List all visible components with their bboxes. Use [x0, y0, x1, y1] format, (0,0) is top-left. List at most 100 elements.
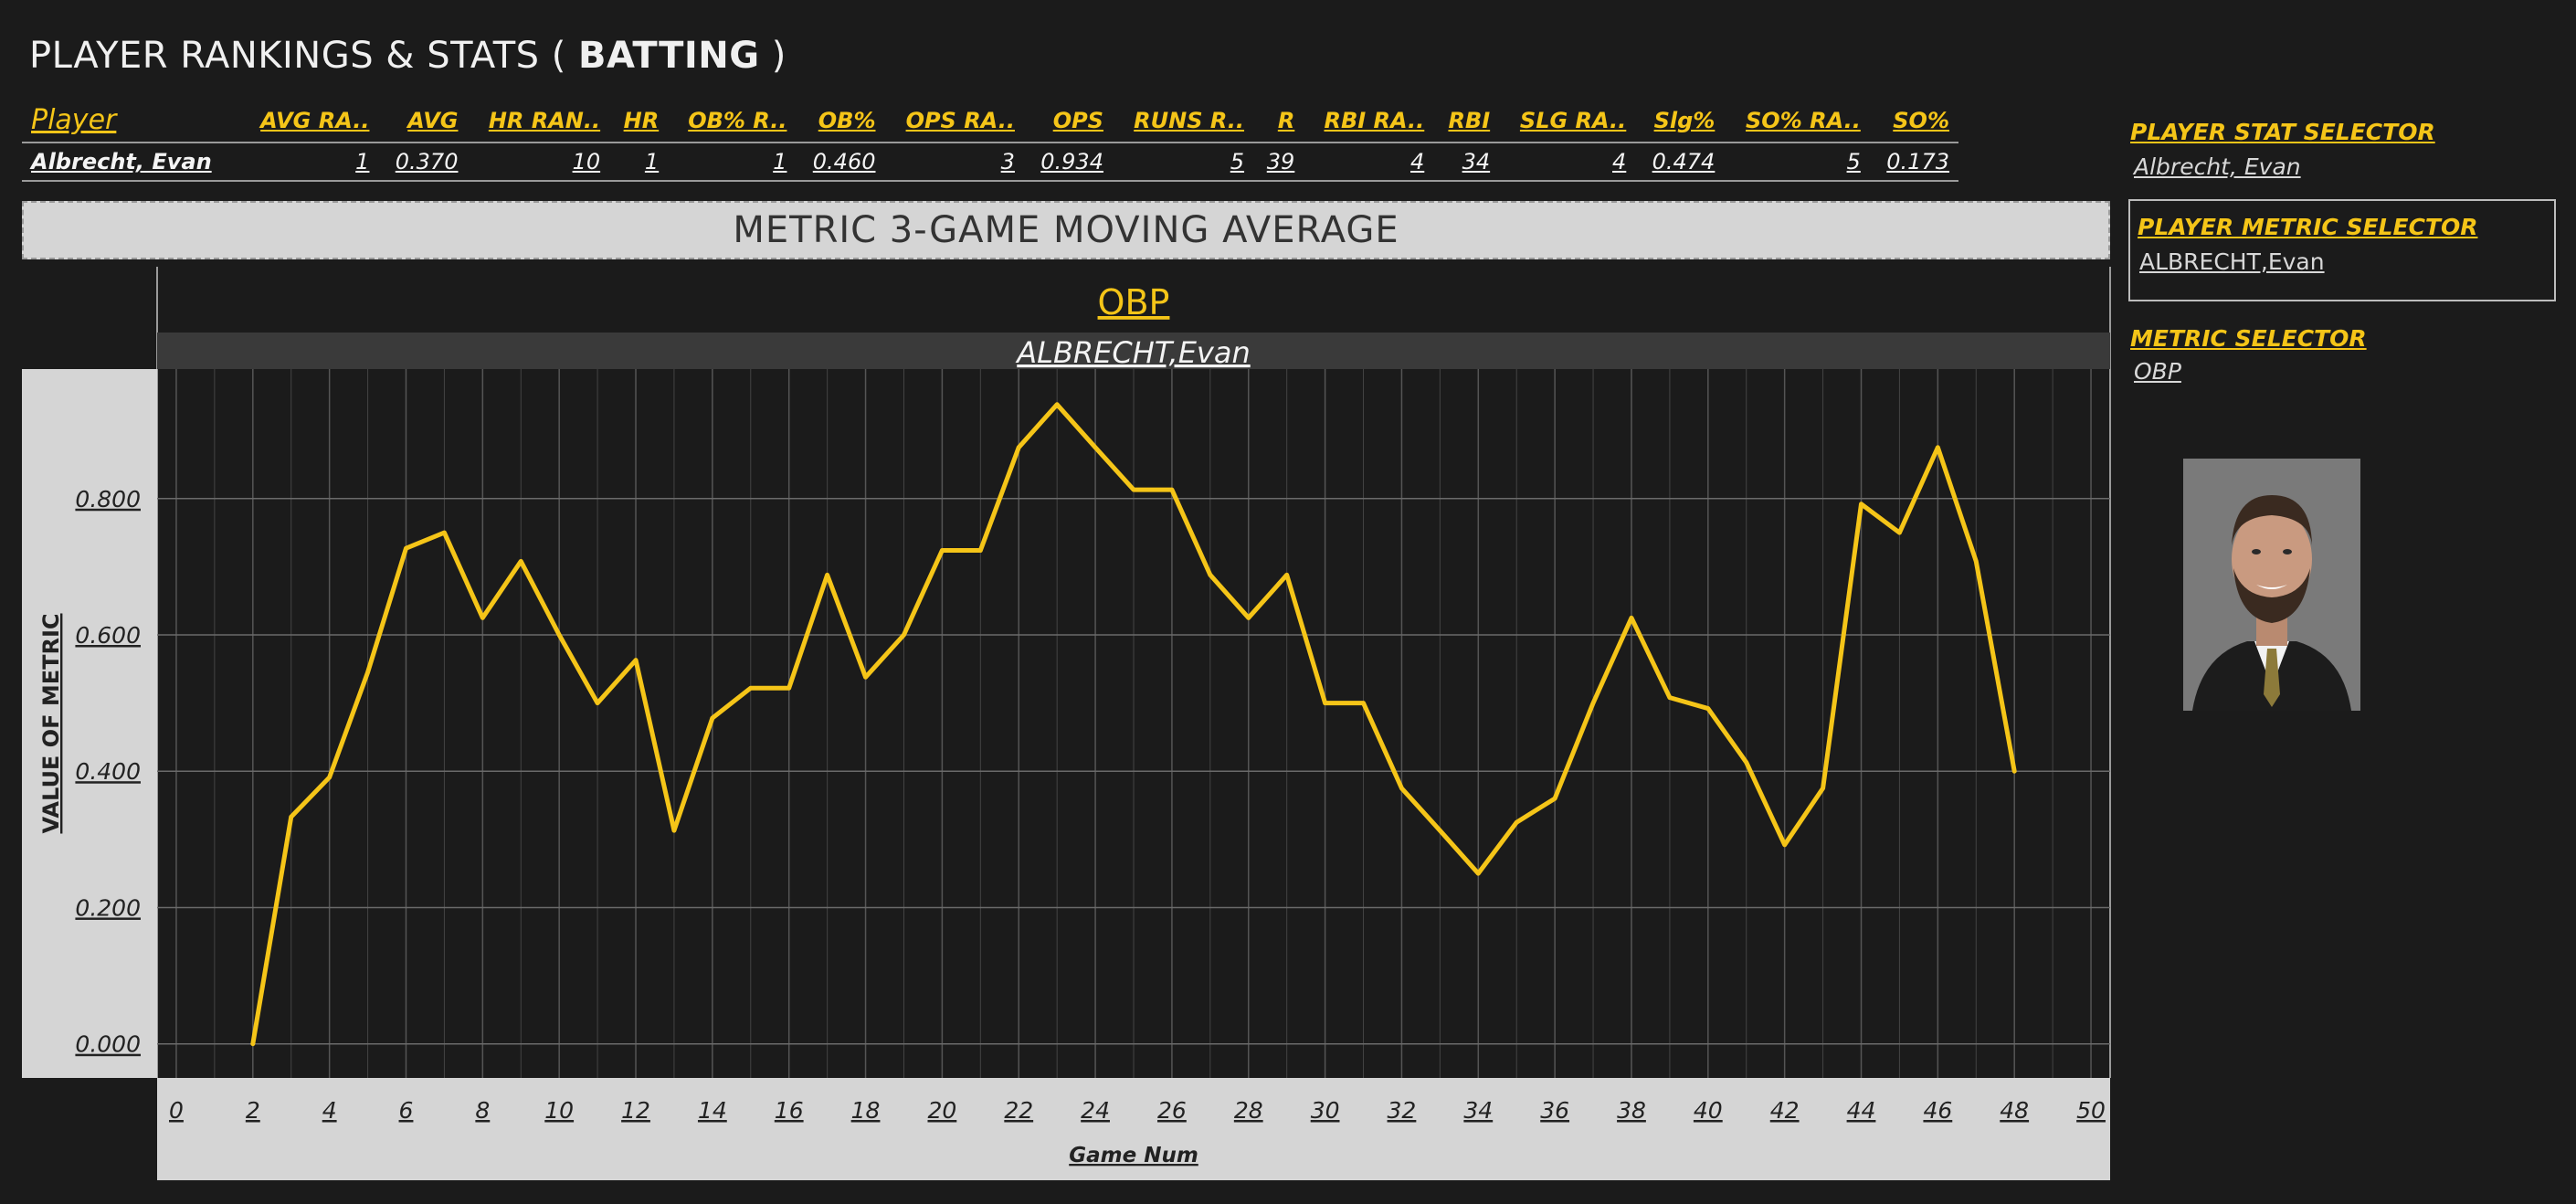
table-cell[interactable]: 0.460 [796, 143, 885, 182]
data-point [1399, 786, 1404, 791]
y-tick-label: 0.000 [75, 1031, 141, 1058]
data-point [671, 828, 677, 833]
col-header-avg-ra[interactable]: AVG RA.. [239, 100, 379, 143]
player-metric-selector-box[interactable] [2128, 199, 2556, 301]
table-cell[interactable]: 1 [239, 143, 379, 182]
y-tick-label: 0.200 [75, 894, 141, 921]
data-point [518, 558, 523, 564]
col-header-r[interactable]: R [1253, 100, 1304, 143]
col-header-so-ra[interactable]: SO% RA.. [1724, 100, 1870, 143]
data-point [1131, 487, 1136, 492]
data-point [863, 674, 869, 680]
y-axis-label: VALUE OF METRIC [38, 613, 64, 833]
player-stat-selector-value[interactable]: Albrecht, Evan [2134, 153, 2301, 180]
col-header-rbi[interactable]: RBI [1433, 100, 1500, 143]
data-point [441, 530, 447, 535]
data-point [1629, 615, 1634, 620]
data-point [1782, 842, 1788, 848]
data-point [1323, 701, 1328, 706]
col-header-ob-r[interactable]: OB% R.. [668, 100, 797, 143]
col-header-hr-ran[interactable]: HR RAN.. [467, 100, 610, 143]
x-tick-label: 6 [399, 1097, 414, 1124]
x-tick-label: 42 [1770, 1097, 1800, 1124]
data-point [289, 814, 294, 819]
player-stat-selector-label: PLAYER STAT SELECTOR [2130, 119, 2435, 145]
data-point [1437, 828, 1442, 833]
data-point [1246, 615, 1251, 620]
table-cell[interactable]: 0.173 [1869, 143, 1958, 182]
stats-table: Player AVG RA.. AVG HR RAN.. HR OB% R.. OB% OPS… [22, 100, 1958, 182]
table-cell[interactable]: 5 [1112, 143, 1254, 182]
data-point [1590, 701, 1596, 706]
player-photo [2183, 459, 2360, 711]
data-point [710, 715, 715, 721]
table-cell[interactable]: 0.370 [378, 143, 468, 182]
data-point [327, 775, 333, 780]
col-header-player[interactable]: Player [22, 100, 240, 143]
table-cell[interactable]: 4 [1499, 143, 1636, 182]
x-tick-label: 28 [1234, 1097, 1263, 1124]
data-point [939, 547, 945, 553]
x-tick-label: 30 [1311, 1097, 1340, 1124]
col-header-slg[interactable]: Slg% [1635, 100, 1725, 143]
x-tick-label: 32 [1388, 1097, 1417, 1124]
col-header-ob[interactable]: OB% [796, 100, 885, 143]
player-metric-selector-value[interactable]: ALBRECHT,Evan [2139, 248, 2325, 275]
data-point [901, 632, 906, 638]
obp-series-line [250, 402, 2017, 1047]
y-tick-label: 0.600 [75, 622, 141, 649]
x-tick-label: 34 [1463, 1097, 1493, 1124]
data-point [1361, 701, 1367, 706]
x-tick-label: 0 [169, 1097, 184, 1124]
x-tick-label: 44 [1847, 1097, 1876, 1124]
table-cell[interactable]: 39 [1253, 143, 1304, 182]
x-tick-label: 20 [927, 1097, 956, 1124]
data-point [1935, 445, 1940, 450]
col-header-so[interactable]: SO% [1869, 100, 1958, 143]
table-cell[interactable]: 0.934 [1023, 143, 1113, 182]
subtitle-band [157, 333, 2110, 369]
data-point [1093, 445, 1098, 450]
col-header-ops-ra[interactable]: OPS RA.. [884, 100, 1024, 143]
x-axis-label: Game Num [1069, 1144, 1198, 1167]
x-tick-label: 2 [246, 1097, 260, 1124]
x-tick-label: 16 [775, 1097, 804, 1124]
table-cell[interactable]: 4 [1304, 143, 1434, 182]
data-point [1667, 695, 1673, 701]
table-cell[interactable]: 10 [467, 143, 610, 182]
col-header-slg-ra[interactable]: SLG RA.. [1499, 100, 1636, 143]
y-tick-label: 0.800 [75, 486, 141, 512]
col-header-ops[interactable]: OPS [1023, 100, 1113, 143]
col-header-runs-r[interactable]: RUNS R.. [1112, 100, 1254, 143]
col-header-hr[interactable]: HR [609, 100, 669, 143]
page-title: PLAYER RANKINGS & STATS ( BATTING ) [29, 35, 787, 77]
data-point [1744, 760, 1749, 766]
x-tick-label: 24 [1081, 1097, 1110, 1124]
data-point [1054, 402, 1060, 407]
col-header-avg[interactable]: AVG [378, 100, 468, 143]
table-cell[interactable]: 34 [1433, 143, 1500, 182]
col-header-rbi-ra[interactable]: RBI RA.. [1304, 100, 1434, 143]
table-cell[interactable]: Albrecht, Evan [22, 143, 240, 182]
data-point [480, 615, 485, 620]
table-cell[interactable]: 1 [668, 143, 797, 182]
x-tick-label: 8 [475, 1097, 490, 1124]
player-metric-selector-label: PLAYER METRIC SELECTOR [2138, 214, 2478, 240]
metric-selector-value[interactable]: OBP [2134, 358, 2181, 385]
data-point [1514, 819, 1519, 825]
table-cell[interactable]: 0.474 [1635, 143, 1725, 182]
data-point [403, 545, 408, 551]
table-cell[interactable]: 1 [609, 143, 669, 182]
table-cell[interactable]: 3 [884, 143, 1024, 182]
table-cell[interactable]: 5 [1724, 143, 1870, 182]
data-point [787, 685, 792, 691]
chart-subtitle: ALBRECHT,Evan [1015, 335, 1251, 370]
data-point [1859, 502, 1864, 507]
x-tick-label: 10 [544, 1097, 574, 1124]
x-tick-label: 48 [2000, 1097, 2029, 1124]
chart-banner: METRIC 3-GAME MOVING AVERAGE [22, 201, 2110, 259]
metric-selector-label: METRIC SELECTOR [2130, 325, 2367, 352]
data-point [1896, 530, 1902, 535]
y-tick-label: 0.400 [75, 758, 141, 785]
